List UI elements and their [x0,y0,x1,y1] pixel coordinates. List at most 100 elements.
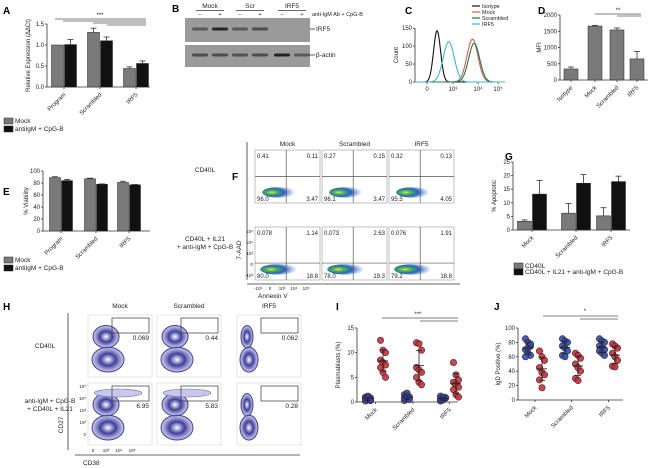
x-category-label: Mock [365,406,380,421]
blot-band [252,53,268,57]
y-tick-label: 10⁵ [246,229,253,234]
bar [532,193,547,231]
legend-label: CD40L [525,263,546,270]
blot-band [232,27,248,31]
y-axis-label: Count [394,47,400,63]
x-category-label: Isotype [556,85,574,103]
quadrant-value: 1.14 [306,231,318,237]
y-tick-label: 1000 [544,46,558,52]
blot-lane-sign: + [258,12,261,18]
y-axis-label: % Apoptotic [492,180,498,212]
x-category-label: Scrambled [550,405,575,430]
bar [596,215,611,231]
gate-rectangle [111,317,150,334]
data-point [449,359,457,367]
legend-swatch [3,256,14,264]
panel-letter-c: C [405,6,412,17]
y-tick-label: 10³ [79,408,86,413]
legend-label: antiIgM + CpG-B [15,126,64,133]
gate-rectangle [180,317,219,334]
legend-label: Scrambled [482,16,508,22]
bar [123,68,136,88]
bar [563,68,579,81]
x-tick-label: 10⁴ [291,286,298,291]
bar [576,182,591,231]
legend-swatch [3,264,14,272]
contour-population [160,414,194,441]
y-tick-label: 20 [508,384,515,390]
y-tick-label: 20 [503,174,510,180]
quadrant-value: 19.3 [373,274,385,280]
panel-letter-f: F [232,172,238,183]
y-tick-label: 40 [508,369,515,375]
blot-treatment-label: anti-IgM Ab + CpG-B [312,12,363,18]
quadrant-value: 3.47 [373,197,385,203]
y-axis-label: IgD Positive (%) [496,342,502,385]
flow-population [394,264,431,275]
contour-population [239,414,259,441]
data-point [538,384,546,392]
quadrant-value: 18.8 [306,274,318,280]
panel-letter-h: H [3,302,10,313]
row-label: CD40L [195,167,216,174]
panel-letter-b: B [172,4,179,15]
column-title: IRF5 [414,141,428,148]
x-category-label: IRF5 [601,235,615,249]
data-point [600,351,608,359]
quadrant-value: 0.073 [324,231,340,237]
y-tick-label: 25 [503,160,510,166]
row-label: CD40L + IL21 [185,236,225,243]
x-category-label: Scrambled [392,407,417,432]
contour-population [91,346,125,373]
x-tick-label: 10⁵ [303,286,310,291]
x-category-label: Scrambled [79,92,104,117]
significance-label: * [584,309,587,315]
gate-value: 0.28 [285,403,298,410]
blot-band [192,27,208,31]
column-title: Scrambled [339,141,370,148]
data-point [535,376,543,384]
y-axis-label: Plasmablasts (%) [336,342,342,389]
x-category-label: IRF5 [126,92,140,106]
data-point [381,349,389,357]
y-tick-label: 1.5 [36,22,45,28]
x-tick-label: -10³ [254,286,263,291]
legend-label: antiIgM + CpG-B [15,265,64,272]
y-tick-label: 1500 [544,29,558,35]
bar [117,182,129,232]
bar [100,40,113,88]
y-tick-label: 100 [30,169,41,175]
blot-band [212,53,228,57]
x-category-label: IRF5 [598,405,612,419]
panel-letter-a: A [3,6,10,17]
quadrant-value: 0.41 [257,154,269,160]
y-tick-label: 100 [505,326,516,332]
x-category-label: Scrambled [75,236,100,261]
y-tick-label: 0 [351,400,355,406]
quadrant-value: 79.2 [391,274,403,280]
quadrant-value: 95.5 [391,197,403,203]
blot-band [252,27,268,31]
bar [561,212,576,231]
y-tick-label: 10⁴ [79,396,86,401]
blot-group-label: Scr [245,3,256,10]
y-tick-label: 100 [402,44,413,50]
x-category-label: IRF5 [119,236,133,250]
data-point [611,363,619,371]
legend-swatch [513,262,524,270]
bar [51,44,64,88]
blot-lane-sign: – [238,12,242,18]
legend-label: Mock [15,257,31,264]
x-tick-label: 0 [92,448,95,453]
y-tick-label: 5 [351,375,355,381]
x-tick-label: 10⁴ [473,86,483,93]
histogram-curve-isotype [415,29,505,83]
legend-swatch [3,117,14,125]
blot-group-label: IRF5 [285,3,299,10]
quadrant-value: 3.47 [306,197,318,203]
column-title: Mock [112,303,128,310]
significance-label: *** [96,13,104,19]
x-category-label: Mock [584,84,599,99]
